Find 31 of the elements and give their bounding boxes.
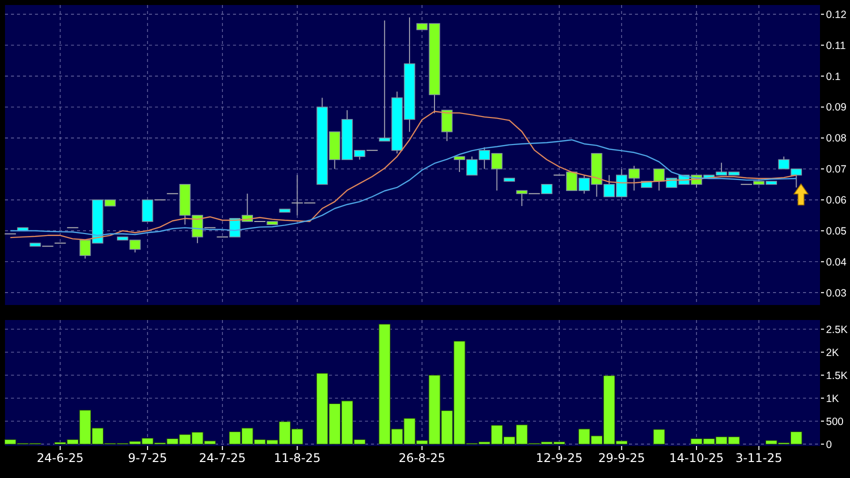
y-tick-label: 0 [826, 438, 832, 451]
y-tick-label: 0.04 [826, 256, 847, 268]
x-tick-label: 9-7-25 [128, 451, 168, 465]
y-tick-label: 0.07 [826, 164, 847, 176]
y-tick-label: 1K [826, 392, 839, 405]
x-tick-label: 29-9-25 [598, 451, 646, 465]
y-tick-label: 0.09 [826, 102, 847, 114]
x-tick-label: 14-10-25 [669, 451, 724, 465]
y-tick-label: 0.1 [826, 70, 841, 83]
x-tick-label: 3-11-25 [735, 451, 782, 465]
candlestick [441, 110, 453, 142]
x-tick-label: 26-8-25 [398, 451, 446, 465]
y-tick-label: 0.06 [826, 194, 847, 207]
y-tick-label: 2K [826, 346, 839, 359]
x-tick-label: 24-6-25 [36, 451, 84, 465]
x-tick-label: 12-9-25 [536, 451, 583, 465]
candlestick [516, 190, 528, 207]
y-tick-label: 0.12 [826, 8, 847, 21]
y-tick-label: 0.11 [826, 40, 846, 52]
x-tick-label: 24-7-25 [198, 451, 246, 465]
line-series [10, 139, 797, 236]
y-tick-label: 0.05 [826, 225, 847, 238]
candlestick [142, 199, 154, 222]
y-tick-label: 2.5K [826, 324, 848, 336]
y-tick-label: 0.08 [826, 132, 847, 145]
candlestick [541, 184, 552, 194]
y-tick-label: 0.03 [826, 287, 847, 300]
y-tick-label: 1.5K [826, 370, 848, 382]
y-tick-label: 500 [826, 416, 844, 428]
bar [653, 429, 665, 444]
x-tick-label: 11-8-25 [274, 451, 321, 465]
